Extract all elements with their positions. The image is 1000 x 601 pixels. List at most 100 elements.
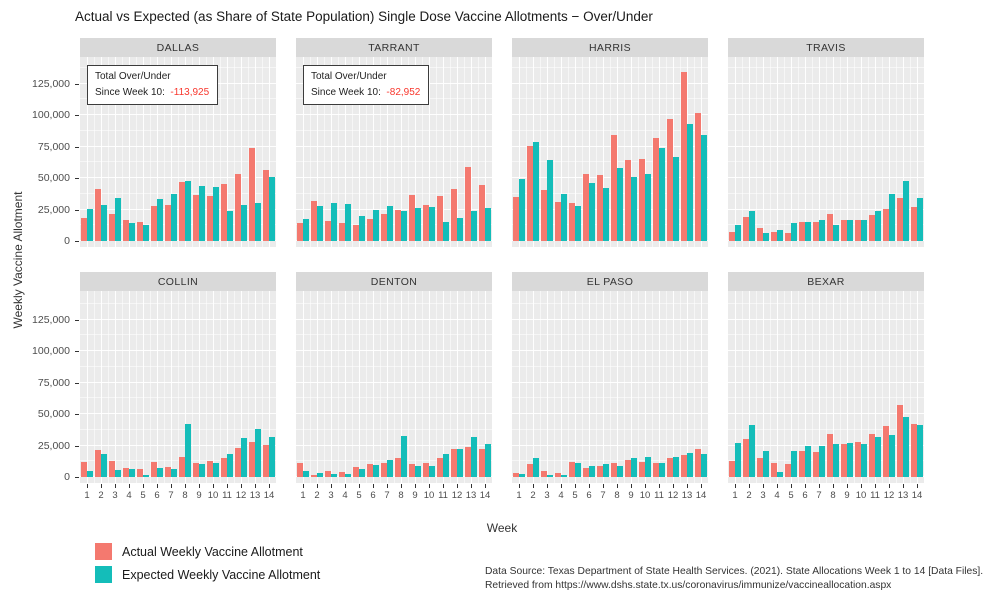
gridline	[812, 57, 813, 247]
gridline	[436, 57, 437, 247]
x-tick-label: 12	[667, 490, 679, 501]
y-tick-mark	[75, 477, 79, 478]
bar-expected-week-12	[889, 194, 896, 241]
x-tick-label: 11	[222, 490, 232, 501]
x-tick-label: 8	[182, 490, 188, 501]
bar-expected-week-5	[791, 450, 798, 477]
gridline	[150, 57, 151, 247]
gridline	[791, 291, 792, 483]
legend-item-actual: Actual Weekly Vaccine Allotment	[95, 543, 320, 560]
gridline	[255, 57, 256, 247]
gridline	[742, 57, 743, 247]
x-tick-mark	[735, 484, 736, 488]
bar-expected-week-12	[457, 448, 464, 477]
bar-expected-week-3	[115, 470, 122, 477]
bar-actual-week-4	[338, 472, 345, 477]
y-tick-label: 0	[64, 471, 70, 483]
annotation-prefix: Since Week 10:	[95, 86, 165, 98]
gridline	[896, 57, 897, 247]
gridline	[157, 291, 158, 483]
gridline	[143, 291, 144, 483]
bar-actual-week-10	[638, 158, 645, 241]
bar-expected-week-14	[701, 134, 708, 241]
x-tick-mark	[401, 484, 402, 488]
gridline	[868, 57, 869, 247]
gridline	[638, 291, 639, 483]
facet-panel-bexar	[728, 291, 924, 483]
gridline	[338, 57, 339, 247]
bar-expected-week-8	[617, 167, 624, 241]
bar-expected-week-2	[101, 454, 108, 477]
bar-actual-week-11	[652, 137, 659, 241]
x-tick-mark	[387, 484, 388, 488]
x-tick-label: 7	[168, 490, 174, 501]
bar-actual-week-4	[770, 462, 777, 477]
gridline	[777, 57, 778, 247]
gridline	[436, 291, 437, 483]
gridline	[206, 291, 207, 483]
gridline	[122, 291, 123, 483]
bar-expected-week-2	[533, 142, 540, 241]
gridline	[150, 291, 151, 483]
x-tick-mark	[603, 484, 604, 488]
gridline	[561, 57, 562, 247]
gridline	[861, 57, 862, 247]
x-tick-label: 13	[249, 490, 261, 501]
gridline	[526, 291, 527, 483]
gridline	[610, 291, 611, 483]
bar-expected-week-13	[687, 124, 694, 241]
bar-expected-week-4	[561, 194, 568, 241]
gridline	[561, 291, 562, 483]
legend-item-expected: Expected Weekly Vaccine Allotment	[95, 566, 320, 583]
bar-actual-week-2	[526, 145, 533, 241]
gridline	[659, 291, 660, 483]
bar-actual-week-9	[840, 219, 847, 241]
x-tick-label: 14	[695, 490, 707, 501]
bar-actual-week-11	[436, 196, 443, 241]
x-tick-mark	[547, 484, 548, 488]
gridline	[784, 57, 785, 247]
bar-actual-week-9	[624, 460, 631, 477]
bar-expected-week-13	[255, 428, 262, 477]
bar-expected-week-9	[631, 177, 638, 241]
bar-actual-week-4	[122, 468, 129, 477]
facet-strip-travis: TRAVIS	[728, 38, 924, 57]
gridline	[262, 291, 263, 483]
bar-actual-week-1	[80, 461, 87, 477]
total-over-under-annotation: Total Over/Under Since Week 10: -82,952	[303, 65, 430, 105]
facet-panel-denton	[296, 291, 492, 483]
bar-actual-week-6	[798, 222, 805, 241]
bar-expected-week-1	[519, 178, 526, 241]
gridline	[234, 291, 235, 483]
bar-actual-week-7	[596, 174, 603, 241]
x-tick-label: 10	[423, 490, 435, 501]
gridline	[603, 57, 604, 247]
x-tick-label: 3	[328, 490, 334, 501]
x-tick-label: 12	[235, 490, 247, 501]
gridline	[408, 57, 409, 247]
x-tick-mark	[819, 484, 820, 488]
bar-actual-week-4	[122, 219, 129, 241]
bar-expected-week-2	[101, 204, 108, 241]
x-tick-label: 3	[112, 490, 118, 501]
bar-expected-week-7	[171, 469, 178, 477]
gridline	[680, 291, 681, 483]
gridline	[164, 291, 165, 483]
gridline	[471, 57, 472, 247]
bar-expected-week-6	[157, 467, 164, 477]
x-tick-mark	[687, 484, 688, 488]
gridline	[115, 291, 116, 483]
gridline	[443, 291, 444, 483]
bar-actual-week-13	[680, 454, 687, 477]
x-tick-mark	[791, 484, 792, 488]
bar-actual-week-7	[164, 205, 171, 241]
bar-actual-week-12	[882, 426, 889, 477]
gridline	[234, 57, 235, 247]
gridline	[868, 291, 869, 483]
gridline	[101, 57, 102, 247]
gridline	[770, 57, 771, 247]
x-tick-label: 13	[465, 490, 477, 501]
gridline	[227, 291, 228, 483]
facet-strip-collin: COLLIN	[80, 272, 276, 291]
x-tick-label: 6	[586, 490, 592, 501]
